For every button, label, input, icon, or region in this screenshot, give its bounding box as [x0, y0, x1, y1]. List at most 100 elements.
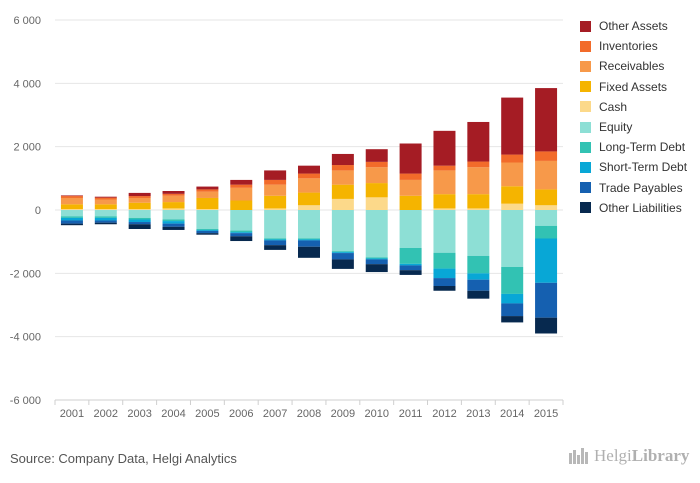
y-tick-label: 4 000	[13, 78, 41, 90]
bar-segment-asset	[399, 173, 422, 180]
x-tick-label: 2005	[195, 408, 219, 420]
bar-segment-liability	[365, 210, 388, 258]
bar-segment-liability	[128, 210, 151, 218]
bar-segment-asset	[331, 184, 354, 199]
bar-segment-liability	[264, 240, 287, 246]
bar-segment-asset	[60, 195, 83, 197]
bar-segment-liability	[467, 290, 490, 299]
x-tick-label: 2010	[364, 408, 388, 420]
y-tick-label: -6 000	[10, 395, 41, 407]
bar-segment-liability	[467, 273, 490, 280]
bar-segment-asset	[467, 167, 490, 195]
bar-segment-asset	[230, 187, 253, 201]
bar-segment-liability	[298, 246, 320, 258]
bar-segment-liability	[264, 238, 287, 240]
y-tick-label: 2 000	[13, 142, 41, 154]
legend-item[interactable]: Other Liabilities	[580, 198, 698, 218]
bar-segment-asset	[230, 179, 253, 185]
bar-segment-liability	[60, 223, 83, 226]
bar-segment-liability	[264, 210, 287, 239]
bar-segment-asset	[264, 184, 287, 196]
x-tick-label: 2007	[263, 408, 287, 420]
bar-segment-liability	[365, 259, 388, 265]
bar-segment-liability	[331, 253, 354, 260]
legend-item[interactable]: Short-Term Debt	[580, 157, 698, 177]
bar-segment-asset	[298, 192, 320, 206]
bar-segment-liability	[60, 217, 83, 221]
bar-segment-asset	[399, 179, 422, 196]
bar-segment-liability	[162, 226, 185, 230]
bar-segment-asset	[433, 170, 456, 195]
x-tick-label: 2003	[127, 408, 151, 420]
x-tick-label: 2013	[466, 408, 490, 420]
bar-segment-asset	[162, 202, 185, 209]
bar-segment-liability	[433, 210, 456, 253]
bar-segment-liability	[298, 210, 320, 239]
legend-item[interactable]: Trade Payables	[580, 178, 698, 198]
bar-segment-asset	[365, 149, 388, 162]
legend-item[interactable]: Receivables	[580, 56, 698, 76]
logo-text-helgi: Helgi	[594, 446, 632, 465]
logo-text-library: Library	[631, 446, 690, 465]
legend-item[interactable]: Equity	[580, 117, 698, 137]
x-tick-label: 2014	[500, 408, 524, 420]
bar-segment-liability	[230, 232, 253, 234]
bar-segment-liability	[501, 210, 524, 267]
bar-segment-liability	[94, 217, 117, 221]
bar-segment-asset	[264, 195, 287, 209]
bar-segment-asset	[128, 197, 151, 203]
bar-segment-asset	[331, 170, 354, 185]
legend-item[interactable]: Other Assets	[580, 16, 698, 36]
bar-segment-liability	[128, 217, 151, 220]
bar-segment-liability	[399, 270, 422, 275]
x-tick-label: 2002	[94, 408, 118, 420]
bar-segment-asset	[162, 195, 185, 203]
bar-segment-liability	[230, 210, 253, 231]
x-tick-label: 2001	[60, 408, 84, 420]
library-icon	[569, 448, 588, 464]
bar-segment-liability	[399, 265, 422, 271]
bar-segment-asset	[128, 209, 151, 210]
bar-segment-asset	[433, 165, 456, 171]
chart-area: 6 000 4 000 2 000 0 -2 000 -4 000 -6 000 2001 20…	[10, 15, 564, 420]
bar-segment-asset	[162, 208, 185, 210]
bar-segment-asset	[94, 197, 117, 200]
bar-segment-asset	[433, 194, 456, 209]
bar-segment-liability	[94, 220, 117, 223]
bar-segment-liability	[399, 210, 422, 248]
bar-segment-asset	[298, 165, 320, 174]
bar-segment-asset	[162, 191, 185, 194]
legend-label: Short-Term Debt	[599, 160, 688, 175]
bar-segment-liability	[230, 230, 253, 233]
bar-segment-liability	[128, 219, 151, 223]
bar-segment-liability	[365, 258, 388, 260]
bar-segment-liability	[196, 210, 219, 229]
legend-swatch	[580, 141, 591, 153]
bar-segment-asset	[433, 208, 456, 210]
bar-segment-liability	[264, 239, 287, 241]
y-tick-label: 6 000	[13, 15, 41, 27]
legend-item[interactable]: Inventories	[580, 36, 698, 56]
bar-segment-liability	[433, 286, 456, 291]
legend-label: Inventories	[599, 39, 658, 54]
bar-segment-asset	[128, 196, 151, 198]
legend-item[interactable]: Cash	[580, 97, 698, 117]
bar-segment-asset	[230, 200, 253, 210]
bar-segment-asset	[264, 170, 287, 180]
bar-segment-asset	[298, 205, 320, 210]
bar-segment-asset	[501, 203, 524, 210]
bar-segment-liability	[535, 225, 558, 239]
legend-label: Trade Payables	[599, 180, 683, 195]
bar-segment-liability	[365, 264, 388, 273]
bar-segment-liability	[433, 252, 456, 269]
legend-item[interactable]: Long-Term Debt	[580, 137, 698, 157]
bar-segment-liability	[467, 279, 490, 291]
bar-segment-asset	[94, 209, 117, 210]
bar-segment-liability	[60, 210, 83, 217]
bar-segment-liability	[162, 223, 185, 227]
x-tick-label: 2011	[399, 408, 423, 420]
legend-item[interactable]: Fixed Assets	[580, 77, 698, 97]
bar-segment-asset	[331, 165, 354, 171]
bar-segment-liability	[535, 210, 558, 226]
bar-segment-liability	[331, 251, 354, 253]
